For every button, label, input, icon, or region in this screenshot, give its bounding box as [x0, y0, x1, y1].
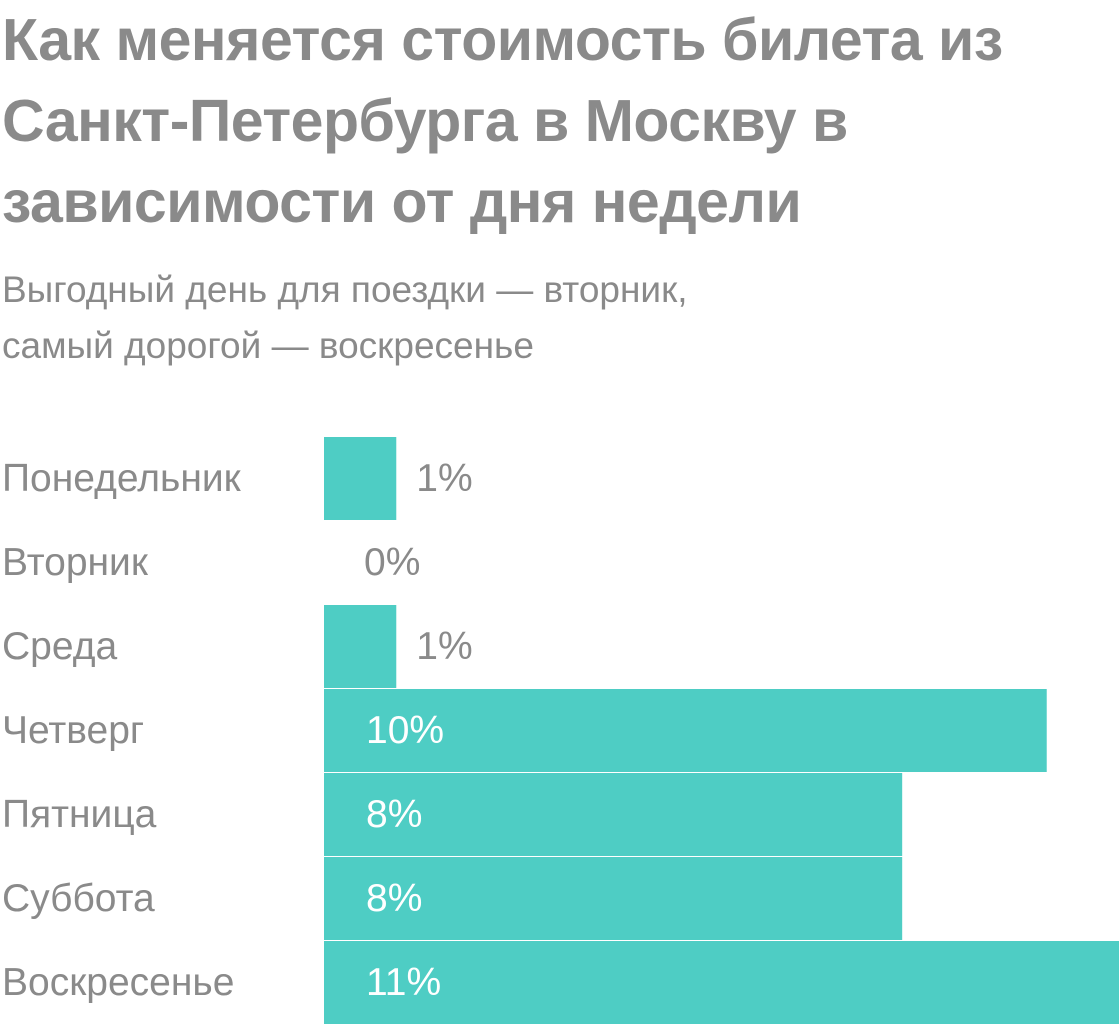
bar: [324, 437, 397, 520]
subtitle-line-1: Выгодный день для поездки — вторник,: [2, 269, 688, 310]
subtitle-line-2: самый дорогой — воскресенье: [2, 325, 534, 366]
bar: [324, 857, 903, 940]
category-label: Воскресенье: [2, 961, 234, 1004]
bar: [324, 773, 903, 856]
chart-subtitle: Выгодный день для поездки — вторник, сам…: [2, 262, 1112, 374]
bar: [324, 689, 1047, 772]
value-label: 1%: [416, 457, 472, 500]
bar: [324, 605, 397, 688]
category-label: Среда: [2, 625, 117, 668]
value-label: 1%: [416, 625, 472, 668]
category-label: Суббота: [2, 877, 155, 920]
chart-title: Как меняется стоимость билета из Санкт-П…: [2, 7, 1003, 235]
value-label: 11%: [366, 961, 441, 1004]
category-label: Пятница: [2, 793, 157, 836]
value-label: 0%: [364, 541, 420, 584]
value-label: 8%: [366, 877, 422, 920]
category-label: Четверг: [2, 709, 144, 752]
value-label: 10%: [366, 709, 444, 752]
category-label: Вторник: [2, 541, 149, 584]
value-label: 8%: [366, 793, 422, 836]
category-label: Понедельник: [2, 457, 242, 500]
bar: [324, 941, 1119, 1024]
